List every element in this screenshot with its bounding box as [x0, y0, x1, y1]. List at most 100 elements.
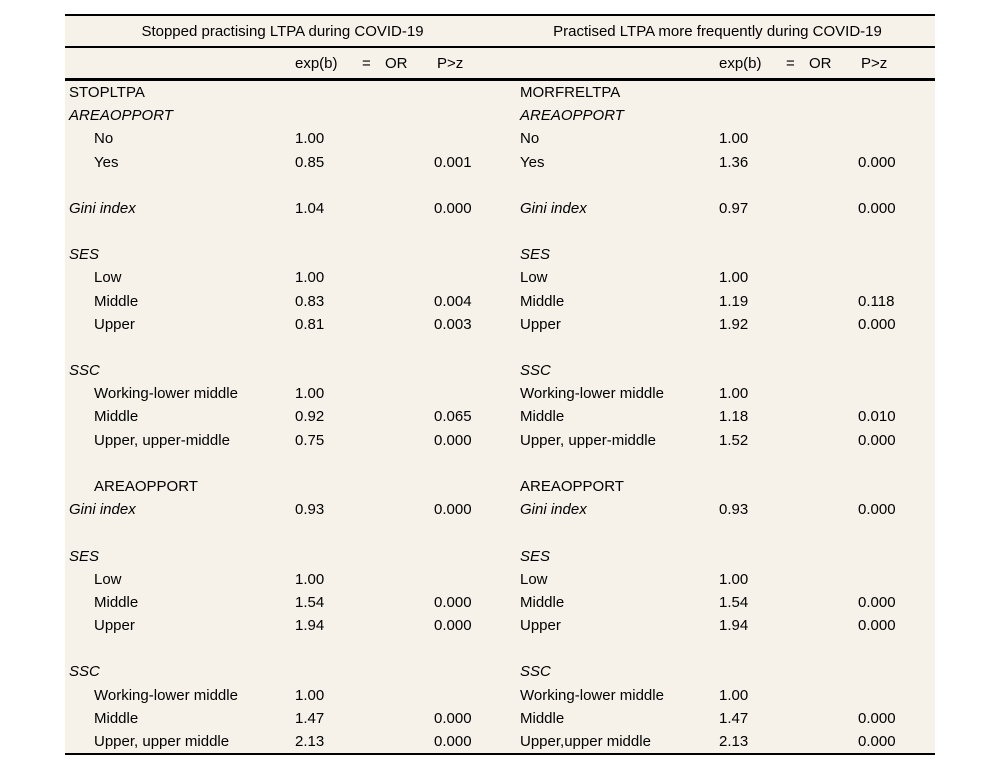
spacer-row	[65, 174, 935, 197]
pz-value-left: 0.000	[434, 431, 472, 449]
regression-results-table: Stopped practising LTPA during COVID-19 …	[65, 14, 935, 755]
row-label-left: AREAOPPORT	[69, 107, 173, 125]
table-body: STOPLTPA MORFRELTPA AREAOPPORT AREAOPPORT No…	[65, 81, 935, 753]
row-label-left: SSC	[69, 362, 100, 380]
expb-value-right: 1.52	[719, 431, 749, 449]
row-label-right: SSC	[520, 362, 551, 380]
column-header-expb-right: exp(b)	[719, 54, 762, 72]
pz-value-left: 0.003	[434, 315, 472, 333]
pz-value-right: 0.000	[858, 709, 896, 727]
row-label-left: Gini index	[69, 199, 136, 217]
expb-value-right: 1.47	[719, 709, 749, 727]
row-label-right: Upper,upper middle	[520, 732, 651, 750]
expb-value-left: 1.00	[295, 570, 325, 588]
expb-value-right: 1.54	[719, 593, 749, 611]
expb-value-left: 1.47	[295, 709, 325, 727]
pz-value-left: 0.000	[434, 593, 472, 611]
column-header-expb-left: exp(b)	[295, 54, 338, 72]
table-row: Upper 0.81 0.003 Upper 1.92 0.000	[65, 313, 935, 336]
expb-value-left: 1.00	[295, 130, 325, 148]
row-label-left: Low	[94, 570, 122, 588]
row-label-left: Working-lower middle	[94, 686, 238, 704]
expb-value-right: 1.00	[719, 269, 749, 287]
expb-value-right: 1.92	[719, 315, 749, 333]
column-header-pz-left: P>z	[437, 54, 464, 72]
expb-value-right: 1.18	[719, 408, 749, 426]
row-label-right: SES	[520, 246, 551, 264]
row-label-left: Yes	[94, 153, 119, 171]
table-row: STOPLTPA MORFRELTPA	[65, 81, 935, 104]
pz-value-left: 0.000	[434, 732, 472, 750]
column-header-or-right: OR	[809, 54, 832, 72]
table-row: Middle 1.54 0.000 Middle 1.54 0.000	[65, 591, 935, 614]
row-label-left: Middle	[94, 709, 139, 727]
pz-value-right: 0.000	[858, 315, 896, 333]
expb-value-right: 1.00	[719, 686, 749, 704]
spacer-row	[65, 521, 935, 544]
expb-value-left: 1.00	[295, 269, 325, 287]
spacer-row	[65, 452, 935, 475]
expb-value-left: 0.92	[295, 408, 325, 426]
panel-title-left: Stopped practising LTPA during COVID-19	[141, 22, 424, 40]
table-row: Working-lower middle 1.00 Working-lower mi…	[65, 382, 935, 405]
row-label-right: No	[520, 130, 540, 148]
expb-value-right: 1.19	[719, 292, 749, 310]
row-label-left: STOPLTPA	[69, 84, 145, 102]
pz-value-left: 0.001	[434, 153, 472, 171]
pz-value-left: 0.065	[434, 408, 472, 426]
row-label-left: SES	[69, 547, 100, 565]
row-label-left: Upper, upper-middle	[94, 431, 230, 449]
spacer-row	[65, 336, 935, 359]
table-row: Working-lower middle 1.00 Working-lower mi…	[65, 683, 935, 706]
row-label-left: Middle	[94, 593, 139, 611]
table-row: Low 1.00 Low 1.00	[65, 266, 935, 289]
expb-value-right: 0.93	[719, 501, 749, 519]
expb-value-left: 0.93	[295, 501, 325, 519]
pz-value-right: 0.118	[858, 292, 895, 310]
column-header-pz-right: P>z	[861, 54, 888, 72]
row-label-left: Middle	[94, 408, 139, 426]
table-row: Low 1.00 Low 1.00	[65, 568, 935, 591]
expb-value-left: 1.54	[295, 593, 325, 611]
pz-value-right: 0.000	[858, 617, 896, 635]
pz-value-right: 0.000	[858, 153, 896, 171]
expb-value-left: 1.04	[295, 199, 325, 217]
pz-value-left: 0.000	[434, 199, 472, 217]
row-label-left: AREAOPPORT	[94, 478, 198, 495]
row-label-right: Upper	[520, 617, 561, 635]
table-row: AREAOPPORT AREAOPPORT	[65, 475, 935, 498]
expb-value-right: 1.00	[719, 130, 749, 148]
row-label-left: Upper, upper middle	[94, 732, 230, 750]
table-row: AREAOPPORT AREAOPPORT	[65, 104, 935, 127]
row-label-right: Low	[520, 570, 548, 588]
row-label-right: Upper, upper-middle	[520, 431, 656, 449]
row-label-right: SSC	[520, 663, 551, 681]
row-label-right: Upper	[520, 315, 561, 333]
spacer-row	[65, 220, 935, 243]
row-label-left: Gini index	[69, 501, 136, 519]
expb-value-left: 2.13	[295, 732, 325, 750]
pz-value-right: 0.000	[858, 593, 896, 611]
expb-value-left: 0.81	[295, 315, 325, 333]
row-label-left: SSC	[69, 663, 100, 681]
pz-value-right: 0.000	[858, 431, 896, 449]
expb-value-left: 0.85	[295, 153, 325, 171]
panel-title-band: Stopped practising LTPA during COVID-19 …	[65, 16, 935, 48]
table-row: Gini index 1.04 0.000 Gini index 0.97 0.000	[65, 197, 935, 220]
table-row: SES SES	[65, 243, 935, 266]
expb-value-right: 1.94	[719, 617, 749, 635]
table-row: Middle 0.92 0.065 Middle 1.18 0.010	[65, 405, 935, 428]
row-label-left: Middle	[94, 292, 139, 310]
pz-value-right: 0.000	[858, 501, 896, 519]
table-row: Yes 0.85 0.001 Yes 1.36 0.000	[65, 151, 935, 174]
column-header-eq-right: =	[786, 54, 795, 72]
row-label-left: No	[94, 130, 114, 148]
row-label-right: Middle	[520, 593, 565, 611]
row-label-right: Middle	[520, 292, 565, 310]
panel-title-right: Practised LTPA more frequently during CO…	[553, 22, 882, 40]
row-label-right: MORFRELTPA	[520, 84, 621, 102]
row-label-left: Upper	[94, 315, 135, 333]
expb-value-left: 1.94	[295, 617, 325, 635]
expb-value-right: 0.97	[719, 199, 749, 217]
pz-value-left: 0.000	[434, 501, 472, 519]
